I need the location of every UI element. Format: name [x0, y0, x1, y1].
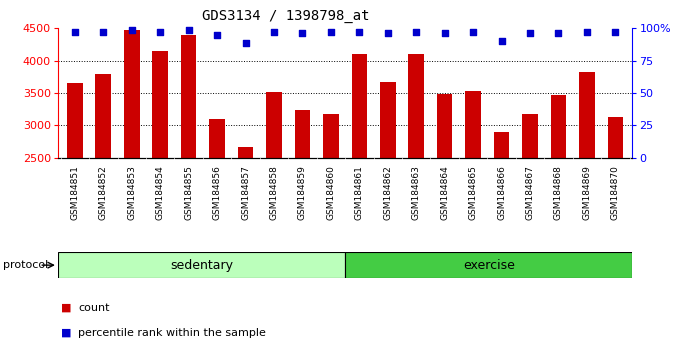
Text: ■: ■	[61, 303, 71, 313]
Point	[126, 27, 137, 33]
Bar	[266, 92, 282, 319]
Text: GSM184867: GSM184867	[526, 165, 534, 220]
Bar	[579, 72, 595, 319]
Bar	[209, 119, 225, 319]
Text: percentile rank within the sample: percentile rank within the sample	[78, 328, 266, 338]
Text: GSM184852: GSM184852	[99, 165, 108, 220]
Point	[411, 29, 422, 35]
Text: GSM184858: GSM184858	[269, 165, 279, 220]
Text: protocol: protocol	[3, 260, 49, 270]
Text: sedentary: sedentary	[170, 259, 233, 272]
Point	[269, 29, 279, 35]
Point	[155, 29, 166, 35]
Bar	[494, 132, 509, 319]
Text: GSM184854: GSM184854	[156, 165, 165, 220]
Text: GDS3134 / 1398798_at: GDS3134 / 1398798_at	[202, 9, 369, 23]
Text: GSM184870: GSM184870	[611, 165, 620, 220]
Bar	[181, 35, 197, 319]
Text: GSM184869: GSM184869	[582, 165, 592, 220]
Bar	[294, 110, 310, 319]
Point	[524, 31, 535, 36]
Text: GSM184860: GSM184860	[326, 165, 335, 220]
Point	[297, 31, 308, 36]
Bar	[522, 114, 538, 319]
Text: GSM184861: GSM184861	[355, 165, 364, 220]
Point	[382, 31, 393, 36]
Text: GSM184857: GSM184857	[241, 165, 250, 220]
Text: GSM184855: GSM184855	[184, 165, 193, 220]
Point	[183, 27, 194, 33]
Bar	[124, 30, 139, 319]
Point	[496, 39, 507, 44]
Bar	[345, 252, 632, 278]
Bar	[67, 83, 83, 319]
Point	[240, 40, 251, 45]
Point	[98, 29, 109, 35]
Text: GSM184868: GSM184868	[554, 165, 563, 220]
Text: GSM184856: GSM184856	[213, 165, 222, 220]
Bar	[152, 51, 168, 319]
Text: count: count	[78, 303, 109, 313]
Bar	[437, 93, 452, 319]
Text: GSM184851: GSM184851	[70, 165, 80, 220]
Text: GSM184853: GSM184853	[127, 165, 136, 220]
Point	[468, 29, 479, 35]
Point	[610, 29, 621, 35]
Bar	[465, 91, 481, 319]
Point	[69, 29, 80, 35]
Bar	[380, 82, 396, 319]
Point	[553, 31, 564, 36]
Text: GSM184862: GSM184862	[384, 165, 392, 220]
Bar	[551, 95, 566, 319]
Bar	[238, 147, 254, 319]
Point	[439, 31, 450, 36]
Point	[581, 29, 592, 35]
Text: GSM184864: GSM184864	[440, 165, 449, 220]
Text: GSM184866: GSM184866	[497, 165, 506, 220]
Point	[211, 32, 222, 38]
Text: exercise: exercise	[463, 259, 515, 272]
Text: GSM184865: GSM184865	[469, 165, 477, 220]
Text: GSM184863: GSM184863	[411, 165, 421, 220]
Point	[326, 29, 337, 35]
Bar	[607, 118, 623, 319]
Bar	[323, 114, 339, 319]
Text: GSM184859: GSM184859	[298, 165, 307, 220]
Point	[354, 29, 364, 35]
Bar	[58, 252, 345, 278]
Bar	[352, 54, 367, 319]
Bar	[409, 54, 424, 319]
Bar	[95, 74, 111, 319]
Text: ■: ■	[61, 328, 71, 338]
